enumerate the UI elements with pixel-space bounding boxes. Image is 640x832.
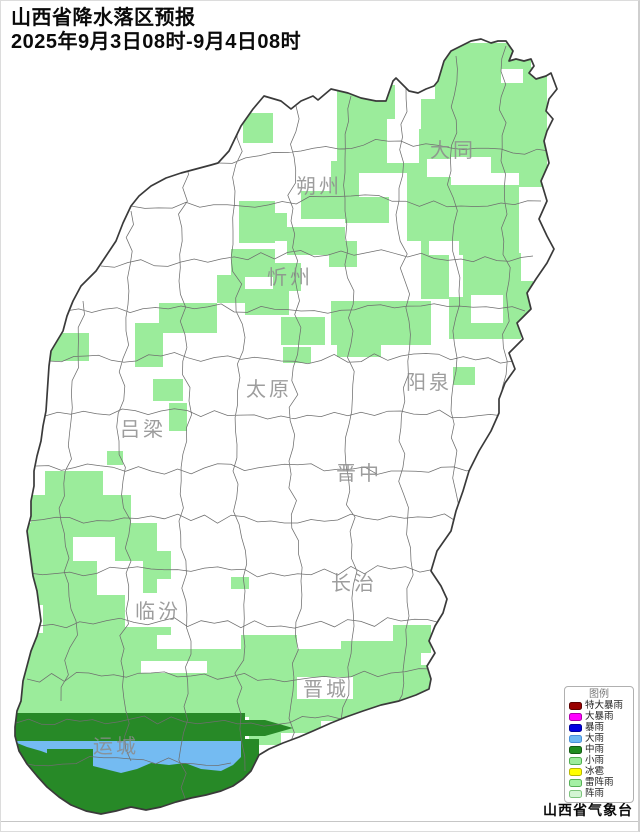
legend-swatch-rainstorm [569, 723, 582, 732]
legend-item-label: 阵雨 [585, 788, 605, 799]
city-label-shuozhou: 朔州 [296, 174, 342, 198]
attribution: 山西省气象台 [543, 802, 633, 818]
legend-item: 阵雨 [569, 788, 629, 799]
title-block: 山西省降水落区预报 2025年9月3日08时-9月4日08时 [11, 6, 301, 54]
map-legend: 图例 特大暴雨 大暴雨 暴雨 大雨 中雨 小雨 冰雹 [564, 686, 634, 803]
legend-item: 冰雹 [569, 766, 629, 777]
county-boundaries [15, 45, 550, 802]
legend-item-label: 暴雨 [585, 722, 605, 733]
legend-swatch-thundershower [569, 778, 582, 787]
legend-swatch-moderate-rain [569, 745, 582, 754]
city-label-jinzhong: 晋中 [336, 461, 382, 485]
legend-swatch-extreme-rainstorm [569, 701, 582, 710]
legend-item-label: 特大暴雨 [585, 700, 624, 711]
legend-item: 雷阵雨 [569, 777, 629, 788]
legend-item: 暴雨 [569, 722, 629, 733]
legend-item: 特大暴雨 [569, 700, 629, 711]
legend-item-label: 大暴雨 [585, 711, 614, 722]
legend-item: 大暴雨 [569, 711, 629, 722]
rain-gaps [29, 69, 523, 699]
legend-swatch-shower [569, 789, 582, 798]
city-label-jincheng: 晋城 [303, 677, 349, 701]
city-label-xinzhou: 忻州 [267, 265, 313, 289]
legend-item-label: 中雨 [585, 744, 605, 755]
city-label-yangquan: 阳泉 [406, 370, 452, 394]
legend-swatch-hail [569, 767, 582, 776]
city-label-changzhi: 长治 [331, 571, 377, 595]
legend-item: 小雨 [569, 755, 629, 766]
legend-item: 中雨 [569, 744, 629, 755]
city-label-taiyuan: 太原 [246, 377, 292, 401]
map-period: 2025年9月3日08时-9月4日08时 [11, 31, 302, 53]
city-label-yuncheng: 运城 [93, 734, 139, 758]
moderate-rain-island [47, 749, 93, 767]
legend-title: 图例 [589, 689, 609, 700]
city-label-linfen: 临汾 [135, 599, 181, 623]
city-labels: 大同 朔州 忻州 太原 阳泉 吕梁 晋中 长治 临汾 晋城 运城 [93, 138, 476, 758]
city-label-datong: 大同 [430, 138, 476, 162]
legend-swatch-heavy-rain [569, 734, 582, 743]
legend-swatch-heavy-rainstorm [569, 712, 582, 721]
legend-item-label: 小雨 [585, 755, 605, 766]
legend-item-label: 雷阵雨 [585, 777, 614, 788]
legend-item-label: 冰雹 [585, 766, 605, 777]
legend-item: 大雨 [569, 733, 629, 744]
city-label-lvliang: 吕梁 [120, 417, 166, 441]
legend-swatch-light-rain [569, 756, 582, 765]
legend-item-label: 大雨 [585, 733, 605, 744]
frame-line [1, 821, 638, 822]
map-title: 山西省降水落区预报 [11, 7, 196, 29]
